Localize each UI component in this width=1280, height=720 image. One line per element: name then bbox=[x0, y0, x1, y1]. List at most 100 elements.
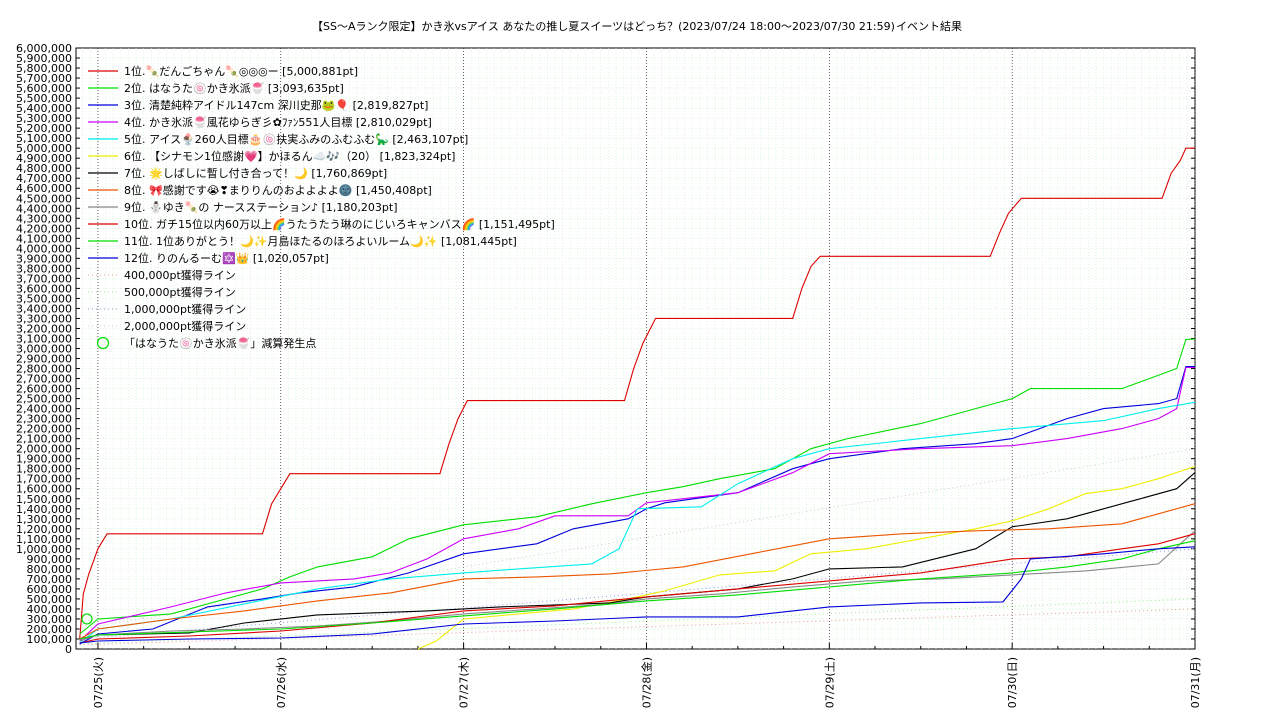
y-tick-label: 5,900,000 bbox=[16, 52, 72, 65]
legend-entry: 1位.🍡だんごちゃん🍡◎◎◎ー [5,000,881pt] bbox=[124, 64, 358, 78]
reference-line bbox=[79, 608, 1196, 646]
plot-area: 0100,000200,000300,000400,000500,000600,… bbox=[16, 42, 1202, 708]
y-tick-label: 2,300,000 bbox=[16, 413, 72, 426]
series-line bbox=[79, 472, 1196, 640]
series-line bbox=[79, 147, 1195, 640]
legend-marker bbox=[96, 336, 110, 350]
y-tick-label: 4,500,000 bbox=[16, 192, 72, 205]
legend: 1位.🍡だんごちゃん🍡◎◎◎ー [5,000,881pt] 2位. はなうた🍥かき… bbox=[88, 64, 555, 350]
y-tick-label: 2,100,000 bbox=[16, 433, 72, 446]
y-tick-label: 4,900,000 bbox=[16, 152, 72, 165]
y-tick-label: 1,800,000 bbox=[16, 463, 72, 476]
series-line bbox=[79, 533, 1196, 644]
reference-lines bbox=[79, 448, 1196, 646]
y-tick-label: 1,500,000 bbox=[16, 493, 72, 506]
series-line bbox=[79, 540, 1196, 640]
y-tick-label: 4,000,000 bbox=[16, 242, 72, 255]
legend-entry: 400,000pt獲得ライン bbox=[124, 269, 236, 282]
y-tick-label: 6,000,000 bbox=[16, 42, 72, 55]
y-tick-label: 200,000 bbox=[27, 623, 73, 636]
y-tick-label: 3,900,000 bbox=[16, 252, 72, 265]
x-tick-label: 07/25(火) bbox=[92, 657, 105, 708]
y-tick-label: 2,900,000 bbox=[16, 353, 72, 366]
y-tick-label: 1,900,000 bbox=[16, 453, 72, 466]
y-tick-label: 1,400,000 bbox=[16, 503, 72, 516]
series-line bbox=[79, 365, 1195, 645]
series-line bbox=[79, 530, 1196, 642]
legend-entry: 10位. ガチ15位以内60万以上🌈うたうたう琳のにじいろキャンバス🌈 [1,1… bbox=[124, 217, 555, 231]
series-line bbox=[417, 465, 1196, 650]
legend-entry: 11位. 1位ありがとう！🌙✨月島ほたるのほろよいルーム🌙✨ [1,081,44… bbox=[124, 234, 517, 248]
legend-entry: 「はなうた🍥かき氷派🍧」減算発生点 bbox=[124, 336, 316, 350]
y-axis: 0100,000200,000300,000400,000500,000600,… bbox=[16, 42, 1195, 656]
y-tick-label: 5,400,000 bbox=[16, 102, 72, 115]
x-tick-label: 07/27(木) bbox=[458, 657, 471, 708]
y-tick-label: 3,600,000 bbox=[16, 282, 72, 295]
legend-entry: 6位. 【シナモン1位感謝💗】かほるん☁️🎶（20） [1,823,324pt] bbox=[124, 149, 455, 163]
chart-title: 【SS～Aランク限定】かき氷vsアイス あなたの推し夏スイーツはどっち？(202… bbox=[312, 19, 895, 33]
y-tick-label: 1,200,000 bbox=[16, 523, 72, 536]
reduction-marker bbox=[81, 613, 93, 625]
y-tick-label: 3,800,000 bbox=[16, 262, 72, 275]
y-tick-label: 900,000 bbox=[27, 553, 73, 566]
x-tick-label: 07/31(月) bbox=[1189, 657, 1202, 708]
x-tick-label: 07/29(土) bbox=[823, 657, 836, 708]
y-tick-label: 1,000,000 bbox=[16, 543, 72, 556]
legend-entry: 7位. 🌟しばしに暫し付き合って！🌙 [1,760,869pt] bbox=[124, 166, 387, 180]
legend-entry: 12位. りのんるーむ🔯👑 [1,020,057pt] bbox=[124, 251, 329, 265]
y-tick-label: 500,000 bbox=[27, 593, 73, 606]
y-tick-label: 2,500,000 bbox=[16, 393, 72, 406]
y-tick-label: 400,000 bbox=[27, 603, 73, 616]
series bbox=[79, 147, 1196, 650]
legend-entry: 4位. かき氷派🍧風花ゆらぎ彡✿ﾌｧﾝ551人目標 [2,810,029pt] bbox=[124, 115, 432, 129]
y-tick-label: 4,800,000 bbox=[16, 162, 72, 175]
y-tick-label: 4,400,000 bbox=[16, 202, 72, 215]
series-line bbox=[79, 401, 1196, 644]
series-line bbox=[79, 546, 1196, 644]
legend-entry: 3位. 清楚純粋アイドル147cm 深川史那🐸🎈 [2,819,827pt] bbox=[124, 98, 428, 112]
y-tick-label: 5,100,000 bbox=[16, 132, 72, 145]
y-tick-label: 3,700,000 bbox=[16, 272, 72, 285]
y-tick-label: 3,500,000 bbox=[16, 292, 72, 305]
reference-line bbox=[79, 598, 1196, 645]
y-tick-label: 4,100,000 bbox=[16, 232, 72, 245]
y-tick-label: 100,000 bbox=[27, 633, 73, 646]
y-tick-label: 2,200,000 bbox=[16, 423, 72, 436]
y-tick-label: 5,500,000 bbox=[16, 92, 72, 105]
y-tick-label: 0 bbox=[65, 643, 72, 656]
y-tick-label: 5,700,000 bbox=[16, 72, 72, 85]
markers bbox=[81, 613, 93, 625]
series-line bbox=[79, 338, 1196, 635]
y-tick-label: 5,200,000 bbox=[16, 122, 72, 135]
y-tick-label: 3,400,000 bbox=[16, 302, 72, 315]
y-tick-label: 3,300,000 bbox=[16, 312, 72, 325]
legend-entry: 2,000,000pt獲得ライン bbox=[124, 320, 246, 333]
chart-subtitle: イベント結果 bbox=[896, 19, 962, 33]
x-tick-label: 07/30(日) bbox=[1006, 657, 1019, 708]
x-tick-label: 07/26(水) bbox=[275, 657, 288, 708]
y-tick-label: 5,300,000 bbox=[16, 112, 72, 125]
y-tick-label: 3,100,000 bbox=[16, 332, 72, 345]
legend-entry: 8位. 🎀感謝です😭❣まりりんのおよよよよ🌚 [1,450,408pt] bbox=[124, 183, 432, 197]
legend-entry: 1,000,000pt獲得ライン bbox=[124, 303, 246, 316]
reference-line bbox=[79, 548, 1196, 640]
y-tick-label: 3,000,000 bbox=[16, 343, 72, 356]
legend-entry: 2位. はなうた🍥かき氷派🍧 [3,093,635pt] bbox=[124, 81, 344, 95]
y-tick-label: 2,600,000 bbox=[16, 383, 72, 396]
y-tick-label: 800,000 bbox=[27, 563, 73, 576]
legend-entry: 9位. ⛄ゆき🍡の ナースステーション♪ [1,180,203pt] bbox=[124, 200, 398, 214]
y-tick-label: 2,700,000 bbox=[16, 373, 72, 386]
x-axis: 07/25(火) 07/26(水) 07/27(木) 07/28(金) 07/29(土)… bbox=[92, 643, 1202, 708]
y-tick-label: 700,000 bbox=[27, 573, 73, 586]
y-tick-label: 2,400,000 bbox=[16, 403, 72, 416]
y-tick-label: 1,100,000 bbox=[16, 533, 72, 546]
series-line bbox=[79, 503, 1196, 640]
y-tick-label: 5,800,000 bbox=[16, 62, 72, 75]
y-tick-label: 300,000 bbox=[27, 613, 73, 626]
y-tick-label: 600,000 bbox=[27, 583, 73, 596]
y-tick-label: 4,600,000 bbox=[16, 182, 72, 195]
legend-entry: 500,000pt獲得ライン bbox=[124, 286, 236, 299]
y-tick-label: 3,200,000 bbox=[16, 322, 72, 335]
y-tick-label: 5,000,000 bbox=[16, 142, 72, 155]
